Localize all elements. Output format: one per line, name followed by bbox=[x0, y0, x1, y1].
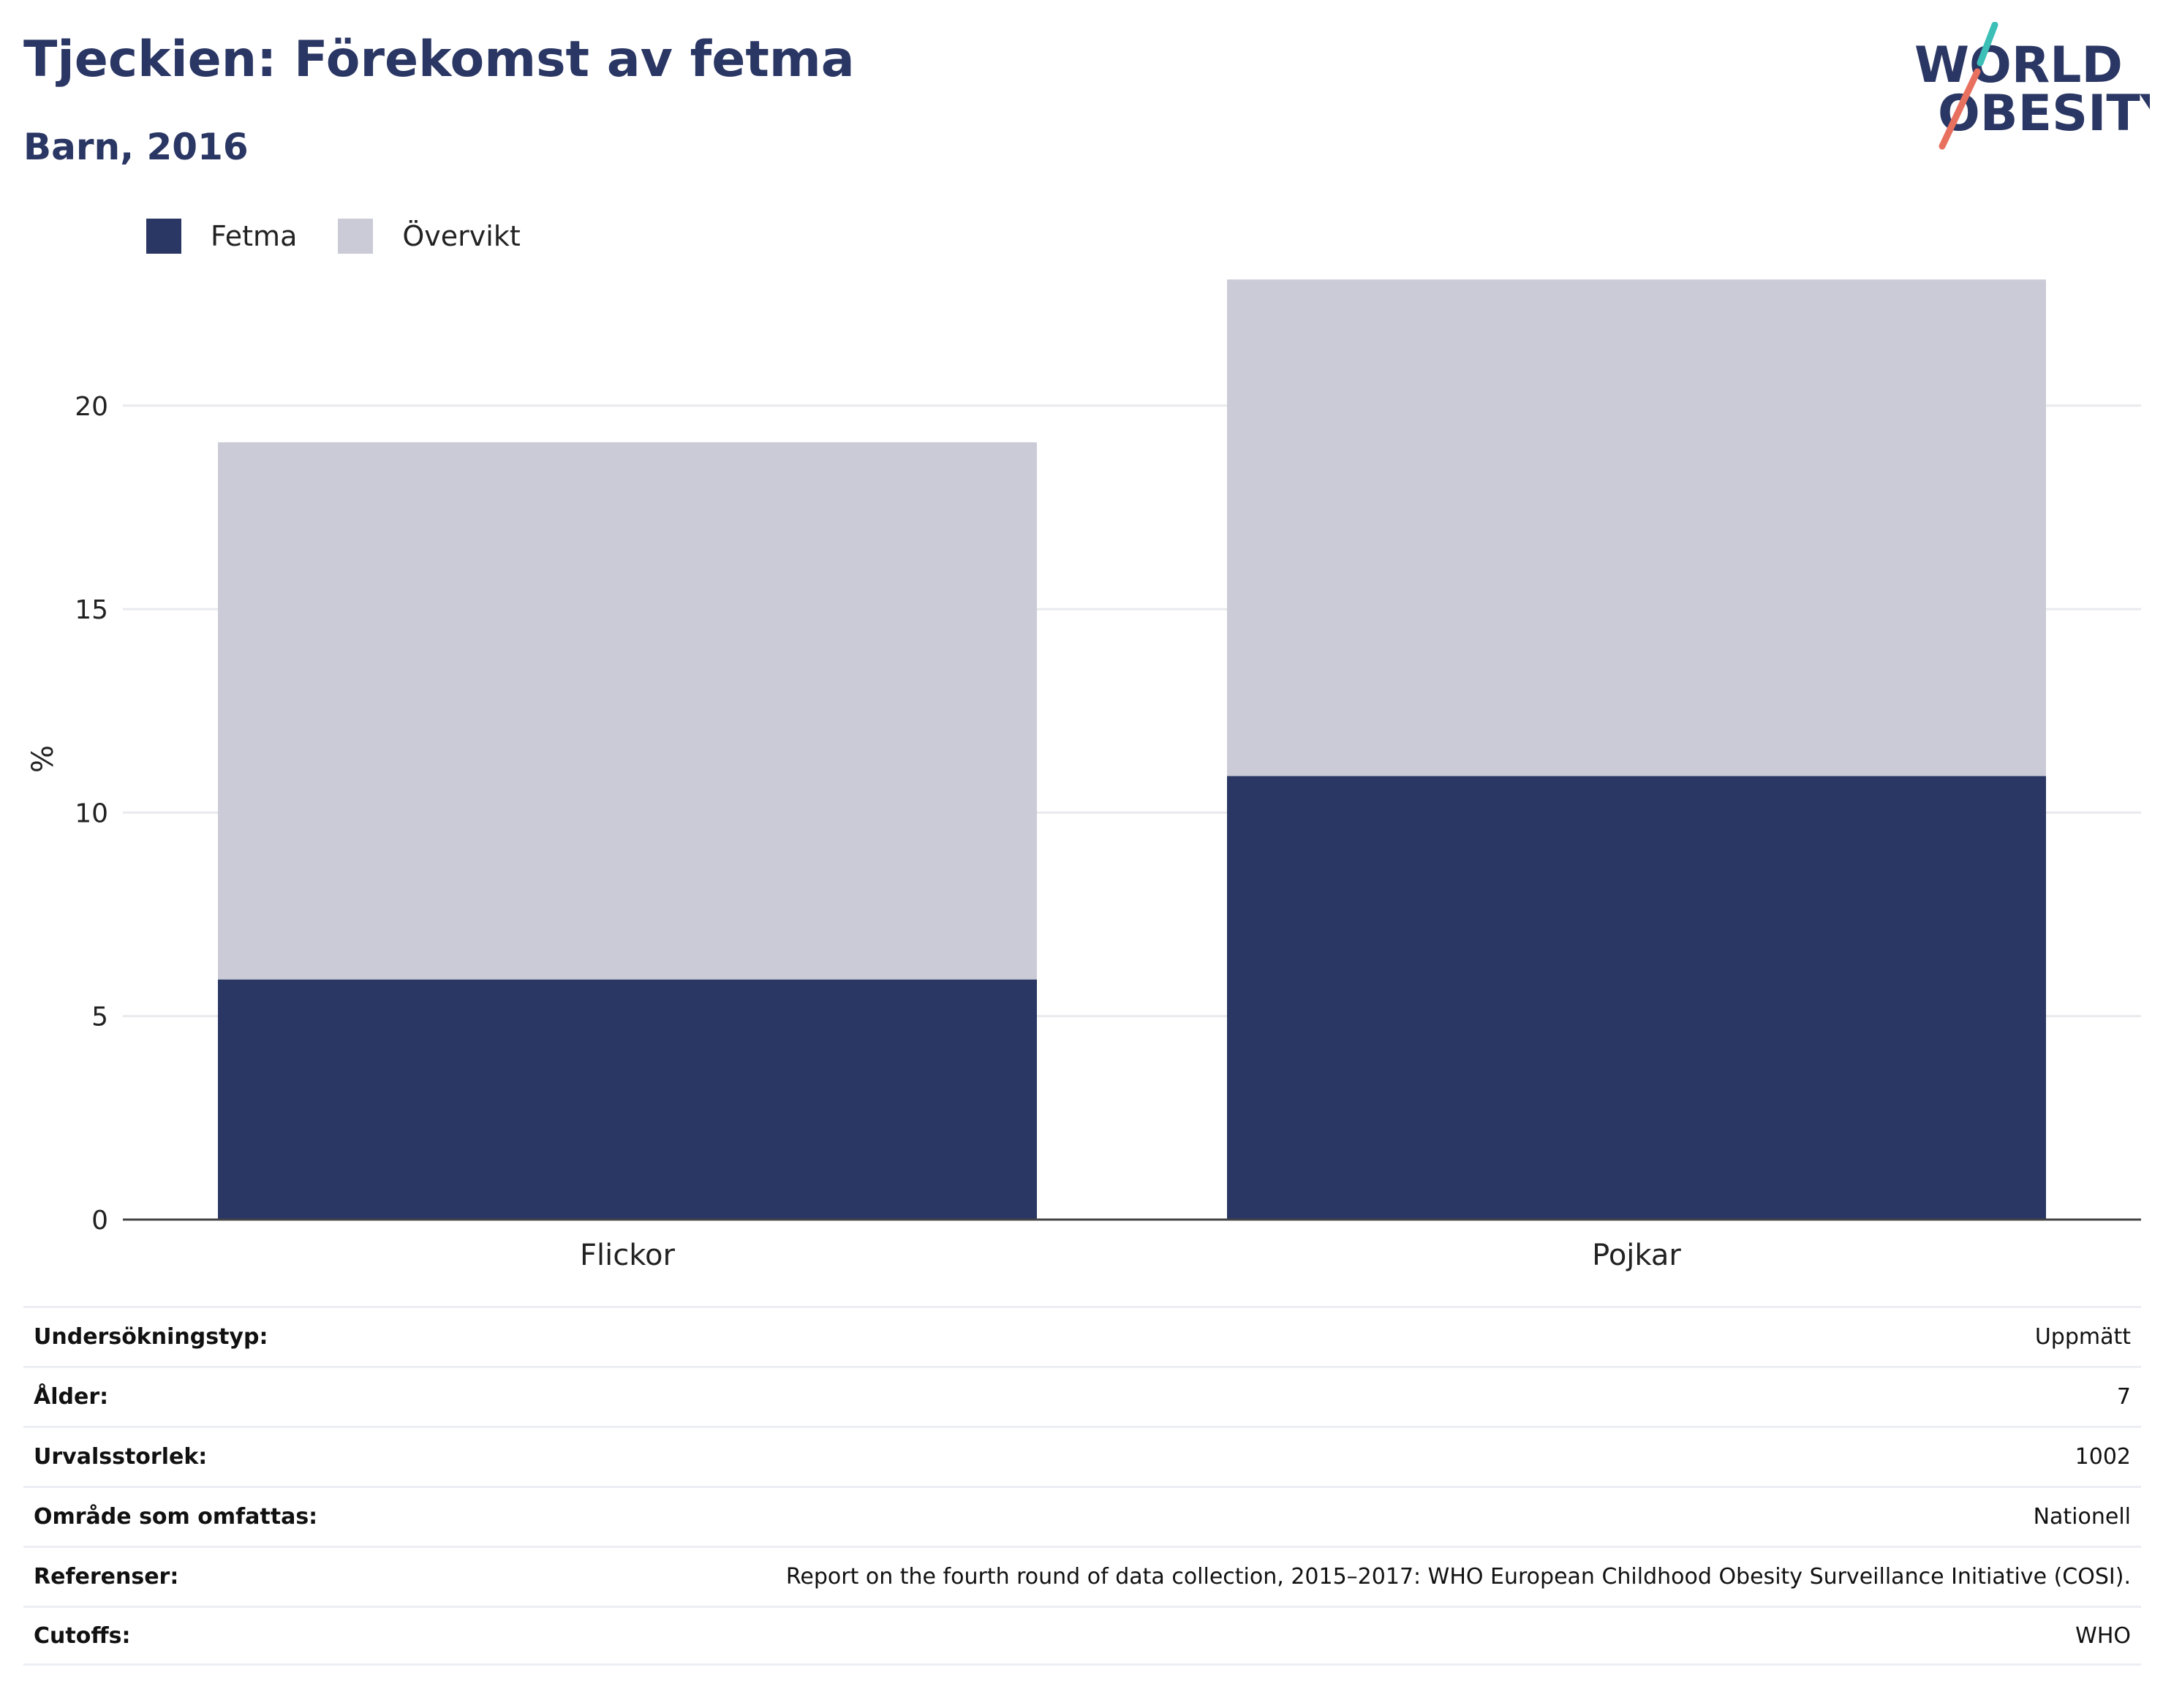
info-label: Område som omfattas: bbox=[34, 1504, 318, 1530]
y-tick-label: 0 bbox=[91, 1206, 108, 1236]
info-row: Ålder: 7 bbox=[23, 1366, 2141, 1426]
info-row: Undersökningstyp: Uppmätt bbox=[23, 1306, 2141, 1366]
info-value: Uppmätt bbox=[2034, 1324, 2131, 1350]
legend-item-fetma[interactable]: Fetma bbox=[146, 219, 297, 254]
info-row: Urvalsstorlek: 1002 bbox=[23, 1426, 2141, 1486]
bar-overvikt-flickor[interactable] bbox=[218, 442, 1037, 980]
y-tick-label: 20 bbox=[75, 392, 108, 422]
info-table: Undersökningstyp: Uppmätt Ålder: 7 Urvalssto… bbox=[23, 1306, 2141, 1666]
info-row: Referenser: Report on the fourth round of… bbox=[23, 1546, 2141, 1606]
info-label: Ålder: bbox=[34, 1384, 109, 1410]
logo-line-1: WORLD bbox=[1914, 37, 2123, 94]
x-tick-label: Pojkar bbox=[1592, 1239, 1681, 1272]
info-row: Cutoffs: WHO bbox=[23, 1606, 2141, 1666]
info-row: Område som omfattas: Nationell bbox=[23, 1486, 2141, 1546]
x-tick-label: Flickor bbox=[580, 1239, 675, 1272]
y-tick-label: 10 bbox=[75, 798, 108, 828]
y-axis-label: % bbox=[26, 745, 60, 773]
info-value: 1002 bbox=[2075, 1444, 2131, 1470]
info-value: Report on the fourth round of data colle… bbox=[785, 1564, 2131, 1590]
y-tick-label: 5 bbox=[91, 1002, 108, 1032]
legend-swatch-fetma bbox=[146, 219, 181, 254]
world-obesity-logo: WORLD OBESITY bbox=[1914, 22, 2150, 150]
bar-fetma-flickor[interactable] bbox=[218, 979, 1037, 1220]
info-label: Urvalsstorlek: bbox=[34, 1444, 208, 1470]
legend-label-fetma: Fetma bbox=[211, 220, 298, 252]
page-title: Tjeckien: Förekomst av fetma bbox=[23, 31, 855, 88]
legend-swatch-overvikt bbox=[338, 219, 374, 254]
info-value: WHO bbox=[2075, 1622, 2131, 1649]
y-tick-label: 15 bbox=[75, 595, 108, 625]
info-label: Undersökningstyp: bbox=[34, 1324, 268, 1350]
info-value: 7 bbox=[2116, 1384, 2131, 1410]
legend-label-overvikt: Övervikt bbox=[402, 220, 521, 252]
info-label: Referenser: bbox=[34, 1564, 179, 1590]
info-value: Nationell bbox=[2033, 1504, 2131, 1530]
bar-overvikt-pojkar[interactable] bbox=[1227, 279, 2046, 776]
page-subtitle: Barn, 2016 bbox=[23, 126, 249, 168]
legend-item-overvikt[interactable]: Övervikt bbox=[338, 219, 521, 254]
logo-line-2: OBESITY bbox=[1938, 85, 2150, 143]
bar-fetma-pojkar[interactable] bbox=[1227, 776, 2046, 1220]
bar-chart: 0 5 10 15 20% Flickor Pojkar bbox=[26, 279, 2141, 1272]
chart-legend: Fetma Övervikt bbox=[146, 218, 562, 254]
info-label: Cutoffs: bbox=[34, 1622, 131, 1649]
